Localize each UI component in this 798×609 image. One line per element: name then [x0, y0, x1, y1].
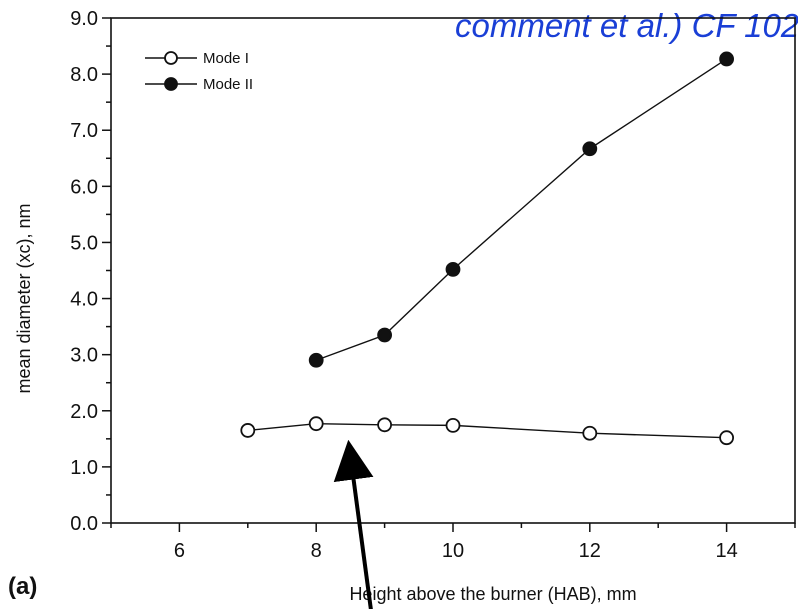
x-axis: 6 8 10 12 14	[110, 523, 796, 562]
series-line	[315, 58, 727, 361]
header-text: comment et al.) CF 102 (201	[455, 7, 798, 44]
series-mode-ii	[308, 51, 734, 368]
y-tick-label: 4.0	[70, 289, 98, 311]
filled-point	[445, 261, 461, 277]
y-tick-label: 9.0	[70, 8, 98, 30]
legend-label: Mode II	[203, 76, 253, 93]
open-point	[377, 417, 393, 433]
legend: Mode I Mode II	[145, 50, 253, 93]
legend-marker	[164, 51, 178, 65]
open-point	[582, 425, 598, 441]
open-point	[240, 423, 256, 438]
y-tick-label: 5.0	[70, 232, 98, 254]
legend-item: Mode II	[145, 76, 253, 93]
x-tick-label: 8	[311, 540, 322, 562]
x-axis-title: Height above the burner (HAB), mm	[349, 584, 636, 604]
open-point	[445, 417, 461, 433]
open-point	[719, 430, 734, 446]
x-tick-label: 14	[715, 540, 737, 562]
panel-label: (a)	[8, 573, 37, 600]
y-tick-label: 8.0	[70, 64, 98, 86]
filled-point	[377, 327, 393, 343]
y-axis: 0.0 1.0 2.0 3.0 4.0 5.0 6.0 7.0 8.0 9.0	[70, 8, 111, 535]
y-tick-label: 6.0	[70, 176, 98, 198]
x-tick-label: 12	[579, 540, 601, 562]
legend-label: Mode I	[203, 50, 249, 67]
y-tick-label: 0.0	[70, 513, 98, 535]
series-mode-i	[240, 416, 734, 446]
y-tick-label: 7.0	[70, 120, 98, 142]
series-layer	[240, 51, 734, 446]
series-line	[247, 422, 727, 439]
y-tick-label: 2.0	[70, 401, 98, 423]
filled-point	[719, 51, 734, 67]
y-tick-label: 3.0	[70, 345, 98, 367]
open-point	[308, 416, 324, 432]
legend-item: Mode I	[145, 50, 249, 67]
annotation-arrow	[333, 439, 374, 609]
y-axis-title: mean diameter (xc), nm	[14, 203, 34, 393]
x-tick-label: 10	[442, 540, 464, 562]
filled-point	[582, 141, 598, 157]
y-tick-label: 1.0	[70, 457, 98, 479]
x-tick-label: 6	[174, 540, 185, 562]
filled-point	[308, 352, 324, 368]
legend-marker	[164, 77, 178, 91]
